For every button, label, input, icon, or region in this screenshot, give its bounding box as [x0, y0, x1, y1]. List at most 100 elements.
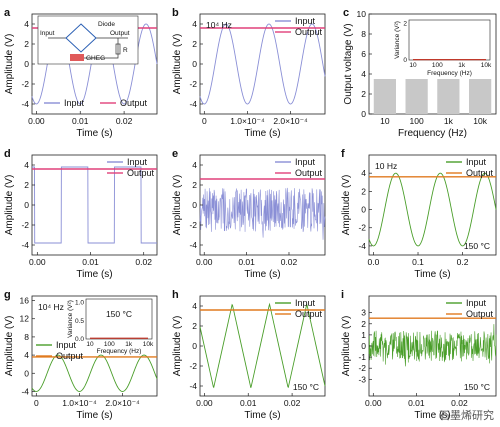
plot-frame — [368, 154, 497, 256]
plot-frame — [368, 13, 497, 115]
y-tick-label: 0 — [361, 205, 366, 215]
inset-y-tick-label: 1.0 — [75, 300, 84, 307]
y-tick-label: 2 — [192, 180, 197, 190]
y-tick-label: 8 — [24, 332, 29, 342]
legend-label-input: Input — [64, 98, 85, 108]
y-tick-label: -4 — [358, 241, 366, 251]
legend-label-output: Output — [295, 27, 323, 37]
x-axis-label: Time (s) — [76, 269, 112, 280]
y-tick-label: -2 — [21, 79, 29, 89]
y-tick-label: 0 — [192, 341, 197, 351]
y-axis-label: Output voltage (V) — [343, 23, 354, 104]
x-tick-label: 0.02 — [135, 257, 152, 267]
y-axis-label: Amplitude (V) — [341, 316, 352, 377]
legend-label-input: Input — [466, 298, 487, 308]
y-tick-label: 2 — [361, 186, 366, 196]
circuit-label-resistor: R — [123, 47, 128, 54]
legend-label-output: Output — [127, 168, 155, 178]
y-tick-label: -4 — [21, 386, 29, 396]
bar-1k — [437, 79, 460, 114]
x-tick-label: 1.0×10⁻⁴ — [230, 116, 265, 126]
y-tick-label: 2 — [192, 39, 197, 49]
y-tick-label: 4 — [24, 160, 29, 170]
legend-label-output: Output — [295, 168, 323, 178]
watermark-text: 石墨烯研究 — [439, 409, 494, 422]
y-tick-label: 12 — [20, 314, 30, 324]
y-tick-label: 0 — [361, 341, 366, 351]
x-tick-label: 0.02 — [451, 398, 468, 408]
variance-inset: 10 100 1k 10k 0 2 Frequency (Hz) Variance (V²) — [394, 19, 492, 77]
x-tick-label: 0.00 — [365, 398, 382, 408]
series-input-line — [199, 302, 326, 389]
bar-10 — [373, 79, 396, 114]
x-tick-label: 1.0×10⁻⁴ — [62, 398, 97, 408]
y-axis-label: Amplitude (V) — [172, 316, 183, 377]
y-axis-label: Amplitude (V) — [4, 175, 15, 236]
y-tick-label: 2 — [192, 321, 197, 331]
inset-x-axis-label: Frequency (Hz) — [97, 348, 142, 355]
y-tick-label: -2 — [189, 361, 197, 371]
y-tick-label: -1 — [358, 352, 366, 362]
panel-e: 0.00 0.01 0.02 -4 -2 0 2 4 Time (s) Amplitude (V)… — [172, 148, 326, 280]
x-tick-label: 0.02 — [116, 116, 133, 126]
y-tick-label: 0 — [24, 368, 29, 378]
x-tick-label: 0.00 — [196, 398, 213, 408]
temperature-annotation: 150 °C — [464, 382, 490, 392]
y-tick-label: 4 — [192, 19, 197, 29]
frequency-annotation: 10⁴ Hz — [206, 20, 232, 30]
y-tick-label: 1 — [361, 330, 366, 340]
panel-letter: g — [4, 289, 11, 301]
circuit-label-input: Input — [40, 30, 55, 37]
panel-letter: a — [4, 7, 11, 19]
y-tick-label: 4 — [24, 350, 29, 360]
panel-letter: c — [343, 7, 349, 19]
x-tick-label: 0.0 — [368, 257, 380, 267]
x-axis-label: Time (s) — [414, 410, 450, 421]
legend-label-output: Output — [466, 168, 494, 178]
x-tick-label: 0.1 — [412, 257, 424, 267]
y-tick-label: 0 — [192, 200, 197, 210]
y-tick-label: -2 — [358, 363, 366, 373]
y-tick-label: -2 — [189, 79, 197, 89]
y-tick-label: -4 — [21, 99, 29, 109]
y-tick-label: 2 — [361, 89, 366, 99]
y-tick-label: -4 — [189, 99, 197, 109]
y-tick-label: 10 — [357, 9, 367, 19]
temperature-annotation: 150 °C — [293, 382, 319, 392]
x-axis-label: Time (s) — [76, 128, 112, 139]
y-tick-label: 4 — [192, 160, 197, 170]
inset-x-tick-label: 10k — [143, 341, 154, 348]
series-input-line — [199, 23, 326, 105]
x-tick-label: 0.02 — [284, 398, 301, 408]
x-axis-label: Time (s) — [244, 128, 280, 139]
x-tick-label: 100 — [410, 116, 424, 126]
x-tick-label: 10 — [380, 116, 390, 126]
series-input-line — [368, 172, 497, 247]
y-axis-label: Amplitude (V) — [172, 175, 183, 236]
circuit-frame — [37, 15, 139, 65]
y-tick-label: 4 — [361, 69, 366, 79]
y-tick-label: -4 — [21, 240, 29, 250]
y-tick-label: 2 — [361, 319, 366, 329]
inset-x-axis-label: Frequency (Hz) — [427, 70, 472, 77]
frequency-annotation: 10 Hz — [375, 161, 397, 171]
legend-label-output: Output — [120, 98, 148, 108]
x-axis-label: Frequency (Hz) — [398, 128, 467, 139]
x-tick-label: 2.0×10⁻⁴ — [273, 116, 308, 126]
y-tick-label: -4 — [189, 240, 197, 250]
inset-frame — [85, 298, 153, 340]
legend-label-input: Input — [295, 16, 316, 26]
circuit-label-diode: Diode — [98, 21, 115, 28]
series-input-line — [32, 166, 157, 244]
inset-frame — [408, 19, 491, 61]
y-tick-label: -3 — [358, 374, 366, 384]
y-tick-label: -2 — [21, 220, 29, 230]
y-tick-label: 2 — [24, 180, 29, 190]
y-tick-label: 0 — [361, 109, 366, 119]
bar-100 — [405, 79, 428, 114]
panel-d: 0.00 0.01 0.02 -4 -2 0 2 4 Time (s) Amplitude (V)… — [4, 148, 158, 280]
y-tick-label: 0 — [24, 59, 29, 69]
